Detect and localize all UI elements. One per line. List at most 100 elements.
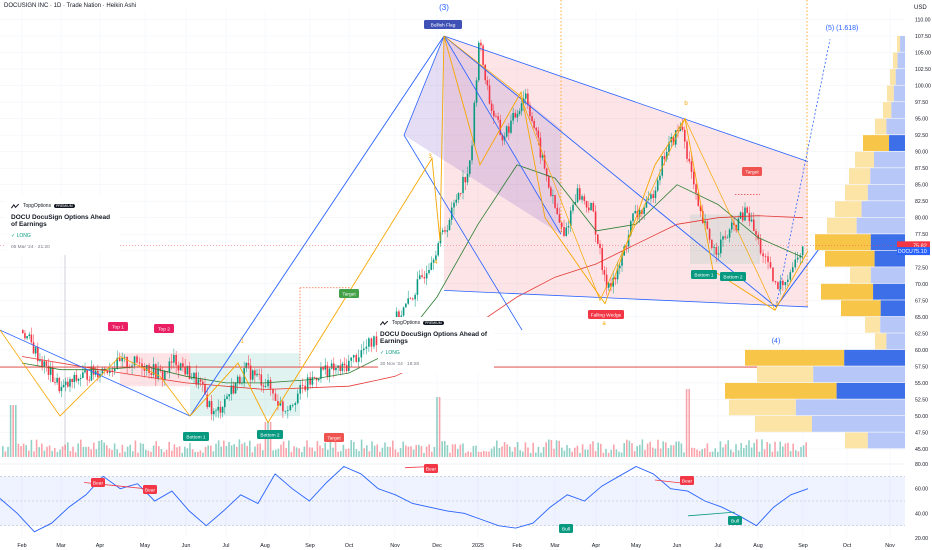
volume-profile-bar xyxy=(844,349,905,366)
candle xyxy=(739,212,742,219)
candle xyxy=(228,394,230,397)
volume-bar xyxy=(792,443,794,457)
volume-bar xyxy=(787,442,789,457)
volume-bar xyxy=(584,449,586,457)
volume-profile-bar xyxy=(893,85,905,102)
candle xyxy=(488,85,491,104)
candle xyxy=(152,364,155,375)
volume-bar xyxy=(355,449,358,457)
candle xyxy=(647,198,650,200)
volume-bar xyxy=(620,452,623,457)
volume-bar xyxy=(82,446,85,457)
volume-bar xyxy=(189,442,191,457)
volume-bar xyxy=(675,441,677,457)
time-tick-label: Oct xyxy=(345,543,354,549)
volume-bar xyxy=(20,446,22,457)
volume-bar xyxy=(121,444,124,457)
candle xyxy=(493,110,495,117)
candle xyxy=(373,336,375,347)
volume-bar xyxy=(685,389,688,457)
volume-bar xyxy=(98,440,100,457)
candle xyxy=(610,283,612,287)
volume-bar xyxy=(28,450,30,457)
volume-bar xyxy=(249,440,251,457)
volume-profile-bar xyxy=(900,36,905,52)
volume-bar xyxy=(111,449,113,457)
volume-bar xyxy=(613,444,615,457)
currency-label: USD xyxy=(914,5,927,11)
idea-card-2[interactable]: TopgOptions PREMIUM DOCU DocuSign Option… xyxy=(378,317,494,373)
candle xyxy=(753,219,755,231)
candle xyxy=(79,378,82,379)
price-tick-label: 57.50 xyxy=(915,364,928,370)
candle xyxy=(309,377,311,385)
candle xyxy=(665,151,668,160)
top2-label-bg xyxy=(154,324,174,333)
candle xyxy=(774,281,777,283)
candle xyxy=(569,210,572,226)
candle xyxy=(478,42,480,81)
price-tick-label: 55.00 xyxy=(915,381,928,387)
candle xyxy=(234,382,237,394)
candle xyxy=(759,239,762,254)
volume-profile-bar xyxy=(880,300,905,317)
volume-bar xyxy=(152,445,155,457)
candle xyxy=(67,381,69,387)
candle xyxy=(543,155,546,169)
candle xyxy=(247,362,250,366)
candle xyxy=(482,45,484,65)
candle xyxy=(614,277,617,280)
volume-bar xyxy=(308,447,311,457)
candle xyxy=(173,354,175,363)
volume-bar xyxy=(732,452,735,457)
candle xyxy=(499,119,502,135)
volume-bar xyxy=(168,441,170,457)
volume-bar xyxy=(516,442,519,457)
volume-bar xyxy=(220,446,222,457)
volume-bar xyxy=(399,448,402,457)
candle xyxy=(711,239,713,248)
candle xyxy=(708,228,711,240)
volume-profile-bar xyxy=(893,52,898,69)
candle xyxy=(473,102,476,146)
candle xyxy=(466,173,469,183)
volume-bar xyxy=(571,451,573,457)
volume-bar xyxy=(319,445,321,457)
idea-card-1[interactable]: TopgOptions PREMIUM DOCU DocuSign Option… xyxy=(6,196,120,254)
candle xyxy=(84,370,86,373)
candle xyxy=(249,365,252,380)
volume-bar xyxy=(262,450,264,457)
volume-bar xyxy=(158,446,160,457)
volume-bar xyxy=(761,439,763,457)
candle xyxy=(686,141,688,159)
volume-bar xyxy=(553,448,555,457)
volume-bars xyxy=(2,389,807,457)
price-tick-label: 95.00 xyxy=(915,117,928,123)
volume-bar xyxy=(334,441,337,457)
volume-bar xyxy=(717,451,719,457)
candle xyxy=(728,229,731,238)
candle xyxy=(448,219,451,231)
volume-bar xyxy=(782,446,784,457)
candle xyxy=(505,126,508,137)
time-tick-label: Jul xyxy=(223,543,230,549)
candle xyxy=(206,394,208,408)
volume-bar xyxy=(649,441,651,457)
candle xyxy=(289,405,292,411)
chart-header-title: DOCUSIGN INC · 1D · Trade Nation · Heiki… xyxy=(4,3,137,9)
volume-bar xyxy=(667,448,670,457)
candle xyxy=(630,221,632,236)
candle xyxy=(605,274,608,288)
volume-bar xyxy=(581,444,584,457)
volume-bar xyxy=(444,441,446,457)
candle xyxy=(484,64,487,81)
volume-bar xyxy=(46,446,48,457)
volume-bar xyxy=(470,452,472,457)
candle xyxy=(535,127,538,131)
candle xyxy=(69,379,71,387)
volume-profile-bar xyxy=(875,118,887,135)
volume-bar xyxy=(350,440,352,457)
candle xyxy=(724,236,726,238)
candle xyxy=(324,365,327,370)
candle xyxy=(182,363,184,367)
